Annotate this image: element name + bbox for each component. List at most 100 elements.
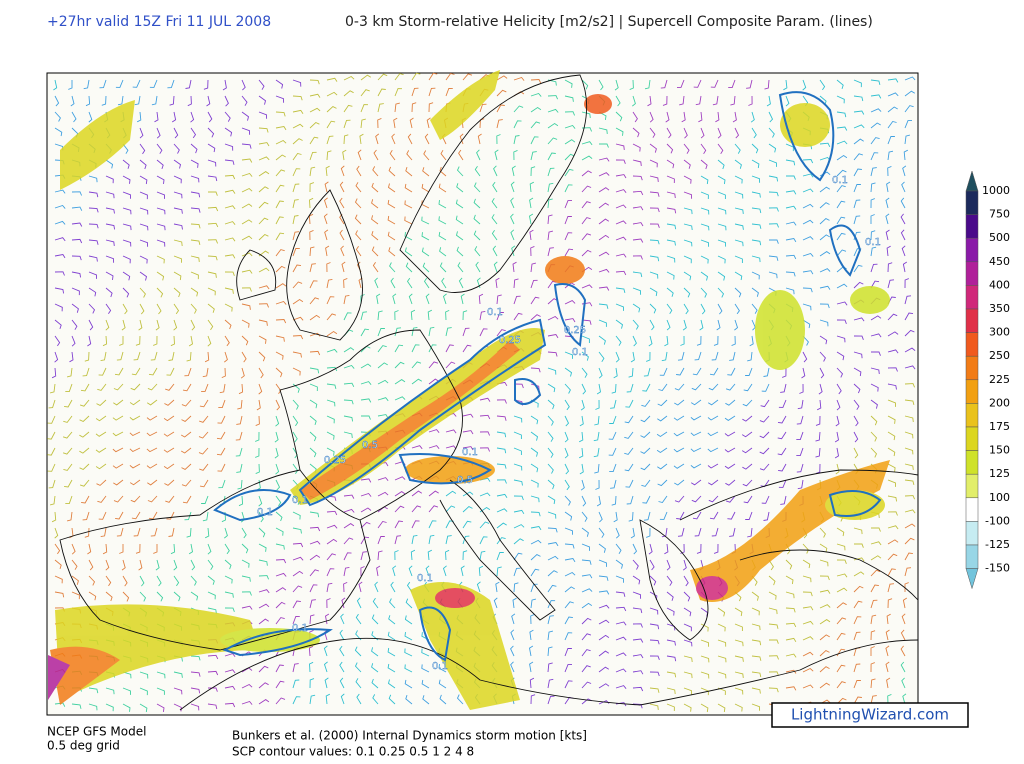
wind-barb [150, 527, 158, 537]
wind-barb [530, 495, 540, 503]
wind-barb [199, 479, 209, 488]
wind-barb [258, 142, 270, 147]
wind-barb [292, 511, 301, 520]
wind-barb [105, 207, 115, 214]
wind-barb [428, 520, 437, 529]
wind-barb [462, 344, 472, 353]
wind-barb [904, 431, 914, 439]
wind-barb [802, 335, 809, 346]
wind-barb [99, 79, 107, 89]
wind-barb [235, 447, 243, 457]
wind-barb [836, 169, 847, 177]
wind-barb [139, 223, 149, 231]
wind-barb [682, 319, 687, 331]
wind-barb [388, 247, 396, 257]
wind-barb [815, 447, 821, 458]
wind-barb [819, 319, 829, 327]
wind-barb [84, 351, 90, 362]
wind-barb [713, 543, 719, 554]
wind-barb [355, 678, 362, 689]
wind-barb [360, 478, 372, 483]
wind-barb [581, 319, 592, 325]
wind-barb [530, 526, 542, 531]
wind-barb [309, 79, 320, 85]
wind-barb [394, 476, 406, 481]
wind-barb [129, 463, 141, 469]
wind-barb [870, 167, 877, 177]
wind-barb [240, 367, 245, 379]
wind-barb [241, 351, 247, 363]
wind-barb [405, 166, 413, 177]
wind-barb [632, 319, 639, 330]
wind-barb [292, 123, 304, 129]
wind-barb [768, 175, 779, 182]
wind-barb [870, 399, 878, 409]
wind-barb [404, 615, 413, 625]
wind-barb [149, 79, 158, 88]
wind-barb [122, 175, 131, 184]
wind-barb [54, 527, 59, 539]
wind-barb [768, 207, 779, 212]
wind-barb [224, 271, 235, 276]
wind-barb [615, 303, 624, 311]
wind-barb [598, 172, 610, 177]
coast-blacksea [679, 469, 919, 521]
wind-barb [428, 534, 435, 545]
wind-barb [360, 118, 366, 129]
wind-barb [853, 663, 861, 673]
wind-barb [79, 431, 90, 438]
wind-barb [530, 151, 537, 161]
wind-barb [598, 619, 610, 625]
wind-barb [581, 233, 592, 241]
wind-barb [462, 535, 470, 545]
wind-barb [173, 143, 180, 154]
wind-barb [394, 344, 404, 353]
wind-barb [323, 661, 328, 673]
wind-barb [751, 623, 761, 631]
legend-label: 225 [989, 373, 1010, 386]
wind-barb [609, 415, 617, 424]
wind-barb [292, 247, 300, 257]
wind-barb [694, 527, 702, 537]
wind-barb [692, 511, 702, 520]
wind-barb [71, 559, 78, 570]
wind-barb [649, 159, 658, 168]
watermark-box [771, 702, 969, 728]
wind-barb [564, 232, 573, 241]
legend-swatch [965, 214, 979, 239]
wind-barb [785, 637, 797, 643]
wind-barb [871, 351, 881, 356]
wind-barb [236, 463, 243, 473]
wind-barb [785, 175, 796, 180]
legend-label: 500 [989, 231, 1010, 244]
wind-barb [462, 310, 468, 321]
wind-barb [778, 399, 787, 408]
wind-barb [156, 687, 165, 695]
wind-barb [666, 639, 676, 646]
legend-swatch [965, 190, 979, 215]
wind-barb [355, 630, 362, 641]
wind-barb [768, 159, 777, 167]
wind-barb [700, 655, 710, 663]
wind-barb [258, 233, 269, 241]
wind-barb [696, 335, 702, 346]
wind-barb [224, 254, 236, 259]
wind-barb [729, 351, 736, 361]
wind-barb [190, 223, 201, 229]
wind-barb [742, 479, 753, 487]
wind-barb [581, 185, 592, 193]
wind-barb [709, 367, 719, 376]
wind-barb [343, 294, 350, 305]
wind-barb [339, 629, 345, 641]
wind-barb [105, 591, 113, 602]
wind-barb [445, 72, 455, 81]
wind-barb [64, 479, 73, 488]
wind-barb [676, 511, 685, 520]
wind-barb [615, 95, 621, 107]
wind-barb [887, 262, 893, 273]
wind-barb [694, 351, 702, 361]
contour-label: 0.1 [292, 623, 308, 634]
wind-barb [870, 662, 875, 673]
wind-barb [105, 559, 110, 571]
wind-barb [235, 431, 243, 441]
